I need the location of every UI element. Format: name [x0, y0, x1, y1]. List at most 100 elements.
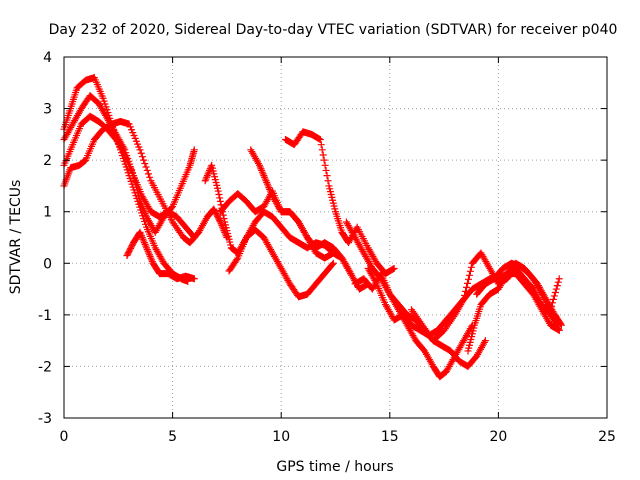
data-point — [144, 247, 152, 255]
data-point — [266, 185, 274, 193]
data-point — [144, 170, 152, 178]
data-point — [216, 197, 224, 205]
data-point — [148, 256, 156, 264]
data-point — [146, 252, 154, 260]
data-point — [215, 191, 223, 199]
data-point — [142, 211, 150, 219]
data-point — [203, 172, 211, 180]
data-point — [205, 168, 213, 176]
data-point — [257, 165, 265, 173]
data-point — [260, 172, 268, 180]
data-point — [319, 151, 327, 159]
x-tick-label: 0 — [60, 429, 69, 445]
data-point — [324, 177, 332, 185]
series-track-16 — [473, 259, 565, 329]
data-point — [551, 289, 559, 297]
data-point — [464, 275, 472, 283]
x-tick-label: 10 — [272, 429, 290, 445]
data-point — [140, 208, 148, 216]
data-point — [262, 177, 270, 185]
data-point — [321, 161, 329, 169]
data-point — [316, 136, 324, 144]
series-track-4 — [60, 117, 231, 247]
data-point — [140, 156, 148, 164]
plot-frame — [63, 56, 608, 419]
data-point — [139, 204, 147, 212]
data-point — [140, 206, 148, 214]
data-point — [202, 175, 210, 183]
y-axis-label: SDTVAR / TECUs — [8, 180, 24, 295]
data-point — [263, 180, 271, 188]
data-point — [217, 220, 225, 228]
data-point — [140, 237, 148, 245]
data-point — [136, 146, 144, 154]
data-point — [141, 160, 149, 168]
x-axis-label: GPS time / hours — [276, 459, 393, 475]
data-point — [258, 166, 266, 174]
y-tick-label: 4 — [43, 50, 52, 66]
data-point — [555, 326, 563, 334]
data-point — [207, 163, 215, 171]
data-point — [259, 170, 267, 178]
data-point — [266, 187, 274, 195]
y-tick-label: 1 — [43, 205, 52, 221]
data-point — [268, 191, 276, 199]
data-point — [549, 295, 557, 303]
data-point — [120, 149, 128, 157]
data-point — [201, 177, 209, 185]
data-point — [462, 287, 470, 295]
data-point — [137, 230, 145, 238]
data-point — [145, 249, 153, 257]
y-tick-label: 0 — [43, 256, 52, 272]
x-tick-label: 5 — [168, 429, 177, 445]
data-point — [137, 149, 145, 157]
data-point — [317, 141, 325, 149]
data-point — [553, 282, 561, 290]
data-point — [323, 172, 331, 180]
y-tick-label: 2 — [43, 153, 52, 169]
series-track-3 — [60, 112, 198, 241]
data-point — [190, 275, 198, 283]
data-point — [137, 232, 145, 240]
data-point — [322, 166, 330, 174]
data-point — [264, 182, 272, 190]
data-point — [555, 275, 563, 283]
data-point — [461, 291, 469, 299]
data-point — [143, 166, 151, 174]
series-track-5 — [123, 228, 198, 283]
series-track-9 — [247, 146, 372, 293]
data-point — [141, 209, 149, 217]
data-point — [143, 244, 151, 252]
y-tick-label: -1 — [38, 308, 52, 324]
chart-title: Day 232 of 2020, Sidereal Day-to-day VTE… — [49, 22, 618, 38]
data-point — [329, 259, 337, 267]
data-point — [459, 297, 467, 305]
data-point — [145, 251, 153, 259]
data-points — [60, 74, 565, 381]
data-point — [256, 163, 264, 171]
data-point — [554, 278, 562, 286]
data-point — [138, 234, 146, 241]
data-point — [139, 235, 147, 243]
x-tick-label: 20 — [489, 429, 507, 445]
data-point — [255, 161, 263, 169]
data-point — [463, 283, 471, 291]
x-tick-label: 15 — [381, 429, 399, 445]
data-point — [261, 175, 269, 183]
data-point — [481, 337, 489, 345]
data-point — [203, 173, 211, 181]
data-point — [216, 217, 224, 225]
data-point — [467, 263, 475, 271]
data-point — [141, 240, 149, 248]
data-point — [142, 242, 150, 250]
data-point — [552, 285, 560, 293]
data-point — [143, 246, 151, 254]
data-point — [318, 146, 326, 154]
series-track-10 — [282, 128, 398, 278]
data-point — [214, 187, 222, 195]
data-point — [140, 239, 148, 247]
data-point — [146, 173, 154, 181]
axis-ticks: 0 5 10 15 20 25 -3 -2 -1 0 1 2 3 4 — [38, 50, 616, 445]
data-point — [255, 160, 263, 168]
